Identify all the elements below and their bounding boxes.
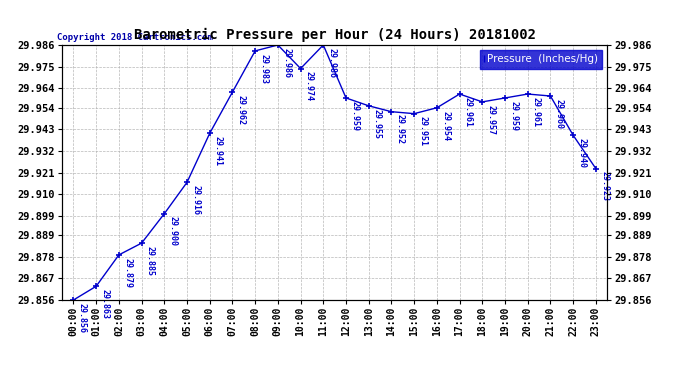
Text: 29.940: 29.940	[578, 138, 586, 168]
Text: 29.916: 29.916	[191, 185, 200, 215]
Legend: Pressure  (Inches/Hg): Pressure (Inches/Hg)	[480, 50, 602, 69]
Text: 29.856: 29.856	[77, 303, 87, 333]
Text: 29.863: 29.863	[100, 289, 109, 319]
Text: 29.879: 29.879	[123, 258, 132, 288]
Text: 29.959: 29.959	[350, 101, 359, 131]
Text: 29.961: 29.961	[464, 97, 473, 127]
Text: 29.951: 29.951	[418, 116, 427, 146]
Text: 29.974: 29.974	[305, 71, 314, 101]
Text: 29.986: 29.986	[282, 48, 291, 78]
Text: 29.962: 29.962	[237, 95, 246, 125]
Text: 29.959: 29.959	[509, 101, 518, 131]
Text: 29.955: 29.955	[373, 109, 382, 139]
Text: 29.954: 29.954	[441, 111, 450, 141]
Text: Copyright 2018 Cartronics.com: Copyright 2018 Cartronics.com	[57, 33, 213, 42]
Text: 29.986: 29.986	[328, 48, 337, 78]
Text: 29.923: 29.923	[600, 171, 609, 201]
Title: Barometric Pressure per Hour (24 Hours) 20181002: Barometric Pressure per Hour (24 Hours) …	[134, 28, 535, 42]
Text: 29.983: 29.983	[259, 54, 268, 84]
Text: 29.960: 29.960	[555, 99, 564, 129]
Text: 29.900: 29.900	[168, 216, 177, 246]
Text: 29.957: 29.957	[486, 105, 495, 135]
Text: 29.941: 29.941	[214, 136, 223, 166]
Text: 29.952: 29.952	[395, 114, 404, 144]
Text: 29.961: 29.961	[532, 97, 541, 127]
Text: 29.885: 29.885	[146, 246, 155, 276]
